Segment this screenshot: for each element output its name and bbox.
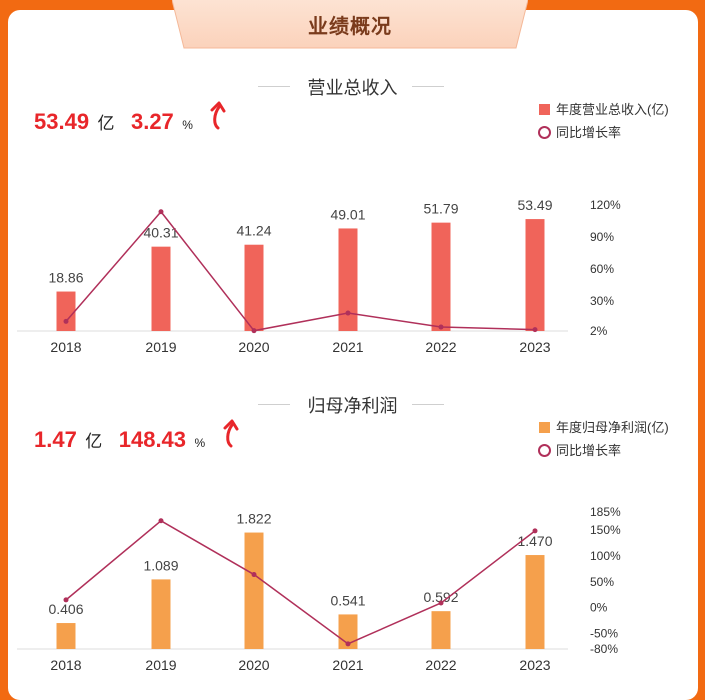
revenue-bar [151, 246, 171, 331]
profit-bar-value-label: 0.592 [423, 589, 458, 605]
profit-right-tick-label: 185% [590, 505, 621, 519]
revenue-bar [525, 219, 545, 331]
title-rule-right [412, 404, 444, 405]
revenue-bar [244, 244, 264, 331]
profit-x-tick-label: 2021 [332, 657, 363, 673]
profit-growth-point [63, 597, 69, 603]
profit-legend-bar-swatch [539, 422, 550, 433]
revenue-growth-point [158, 209, 164, 215]
revenue-kpi-unit: 亿 [97, 114, 115, 133]
profit-up-arrow-icon [223, 419, 239, 448]
profit-growth-line [65, 519, 536, 645]
profit-bar [525, 555, 545, 649]
profit-legend-bar: 年度归母净利润(亿) [539, 417, 669, 436]
revenue-kpi-growth-unit: % [182, 118, 193, 132]
revenue-legend-line: 同比增长率 [538, 122, 621, 141]
revenue-bar [338, 228, 358, 331]
revenue-kpi-growth: 3.27 [130, 109, 174, 134]
profit-kpi-value: 1.47 [34, 427, 77, 452]
profit-kpi-growth-unit: % [194, 436, 206, 450]
profit-bar [56, 623, 76, 649]
title-rule-right [412, 86, 444, 87]
profit-legend-line: 同比增长率 [538, 440, 621, 459]
performance-card [8, 10, 698, 700]
profit-growth-point [438, 600, 444, 606]
profit-chart: 0.406 2018 1.089 2019 1.822 2020 0.541 2021 0.59… [17, 505, 621, 673]
profit-kpi: 1.47 亿 148.43 % [34, 427, 205, 453]
revenue-x-tick-label: 2022 [425, 339, 456, 355]
profit-legend-bar-label: 年度归母净利润(亿) [556, 420, 669, 435]
revenue-legend-bar-swatch [539, 104, 550, 115]
revenue-right-tick-label: 60% [590, 262, 614, 276]
revenue-bar-value-label: 53.49 [517, 197, 552, 213]
profit-legend-line-label: 同比增长率 [556, 443, 622, 458]
profit-x-tick-label: 2020 [238, 657, 269, 673]
profit-kpi-growth: 148.43 [118, 427, 187, 452]
profit-growth-point [345, 641, 351, 647]
profit-x-tick-label: 2023 [519, 657, 550, 673]
profit-x-tick-label: 2022 [425, 657, 456, 673]
profit-right-tick-label: 100% [590, 549, 621, 563]
profit-growth-point [532, 528, 538, 534]
revenue-up-arrow-icon [210, 101, 226, 130]
revenue-bar [431, 222, 451, 331]
revenue-growth-point [438, 324, 444, 330]
profit-growth-point [251, 572, 257, 578]
profit-bar-value-label: 0.541 [330, 592, 365, 608]
revenue-kpi-value: 53.49 [34, 109, 90, 134]
revenue-right-tick-label: 30% [590, 294, 614, 308]
page-title: 业绩概况 [308, 16, 392, 38]
header-tab-shape [172, 0, 528, 49]
profit-right-tick-label: -50% [590, 626, 618, 640]
revenue-growth-line [65, 210, 536, 332]
revenue-legend-line-marker [538, 126, 551, 139]
title-rule-left [258, 404, 290, 405]
revenue-bar-value-label: 40.31 [143, 225, 178, 241]
profit-x-tick-label: 2018 [50, 657, 81, 673]
profit-legend-line-marker [538, 444, 551, 457]
revenue-kpi: 53.49 亿 3.27 % [34, 109, 193, 135]
profit-bar-value-label: 0.406 [48, 601, 83, 617]
profit-kpi-unit: 亿 [85, 432, 103, 451]
revenue-growth-point [63, 318, 69, 324]
revenue-bar-value-label: 41.24 [236, 223, 271, 239]
header-tab: 业绩概况 [172, 0, 528, 50]
revenue-x-tick-label: 2018 [50, 339, 81, 355]
revenue-bar-value-label: 18.86 [48, 270, 83, 286]
title-rule-left [258, 86, 290, 87]
revenue-legend-bar-label: 年度营业总收入(亿) [556, 102, 669, 117]
profit-right-tick-label: 50% [590, 575, 614, 589]
profit-bar-value-label: 1.822 [236, 511, 271, 527]
revenue-bar-value-label: 49.01 [330, 206, 365, 222]
profit-bar [151, 579, 171, 649]
revenue-section-title: 营业总收入 [307, 78, 398, 98]
revenue-bar-value-label: 51.79 [423, 201, 458, 217]
revenue-right-tick-label: 120% [590, 198, 621, 212]
profit-bar [431, 611, 451, 649]
revenue-growth-point [532, 327, 538, 333]
revenue-growth-point [345, 310, 351, 316]
profit-growth-point [158, 518, 164, 524]
revenue-right-tick-label: 90% [590, 230, 614, 244]
revenue-legend-bar: 年度营业总收入(亿) [539, 99, 669, 118]
profit-right-tick-label: 0% [590, 601, 608, 615]
profit-right-tick-label: -80% [590, 642, 618, 656]
revenue-chart: 18.86 2018 40.31 2019 41.24 2020 49.01 2021 51.7… [17, 197, 621, 355]
profit-right-tick-label: 150% [590, 523, 621, 537]
profit-bar-value-label: 1.089 [143, 557, 178, 573]
revenue-x-tick-label: 2023 [519, 339, 550, 355]
revenue-x-tick-label: 2021 [332, 339, 363, 355]
revenue-x-tick-label: 2019 [145, 339, 176, 355]
profit-section-title: 归母净利润 [307, 396, 398, 416]
profit-x-tick-label: 2019 [145, 657, 176, 673]
revenue-right-tick-label: 2% [590, 324, 608, 338]
revenue-bar [56, 291, 76, 331]
profit-bar [244, 532, 264, 649]
revenue-growth-point [251, 328, 257, 334]
revenue-x-tick-label: 2020 [238, 339, 269, 355]
revenue-legend-line-label: 同比增长率 [556, 125, 622, 140]
